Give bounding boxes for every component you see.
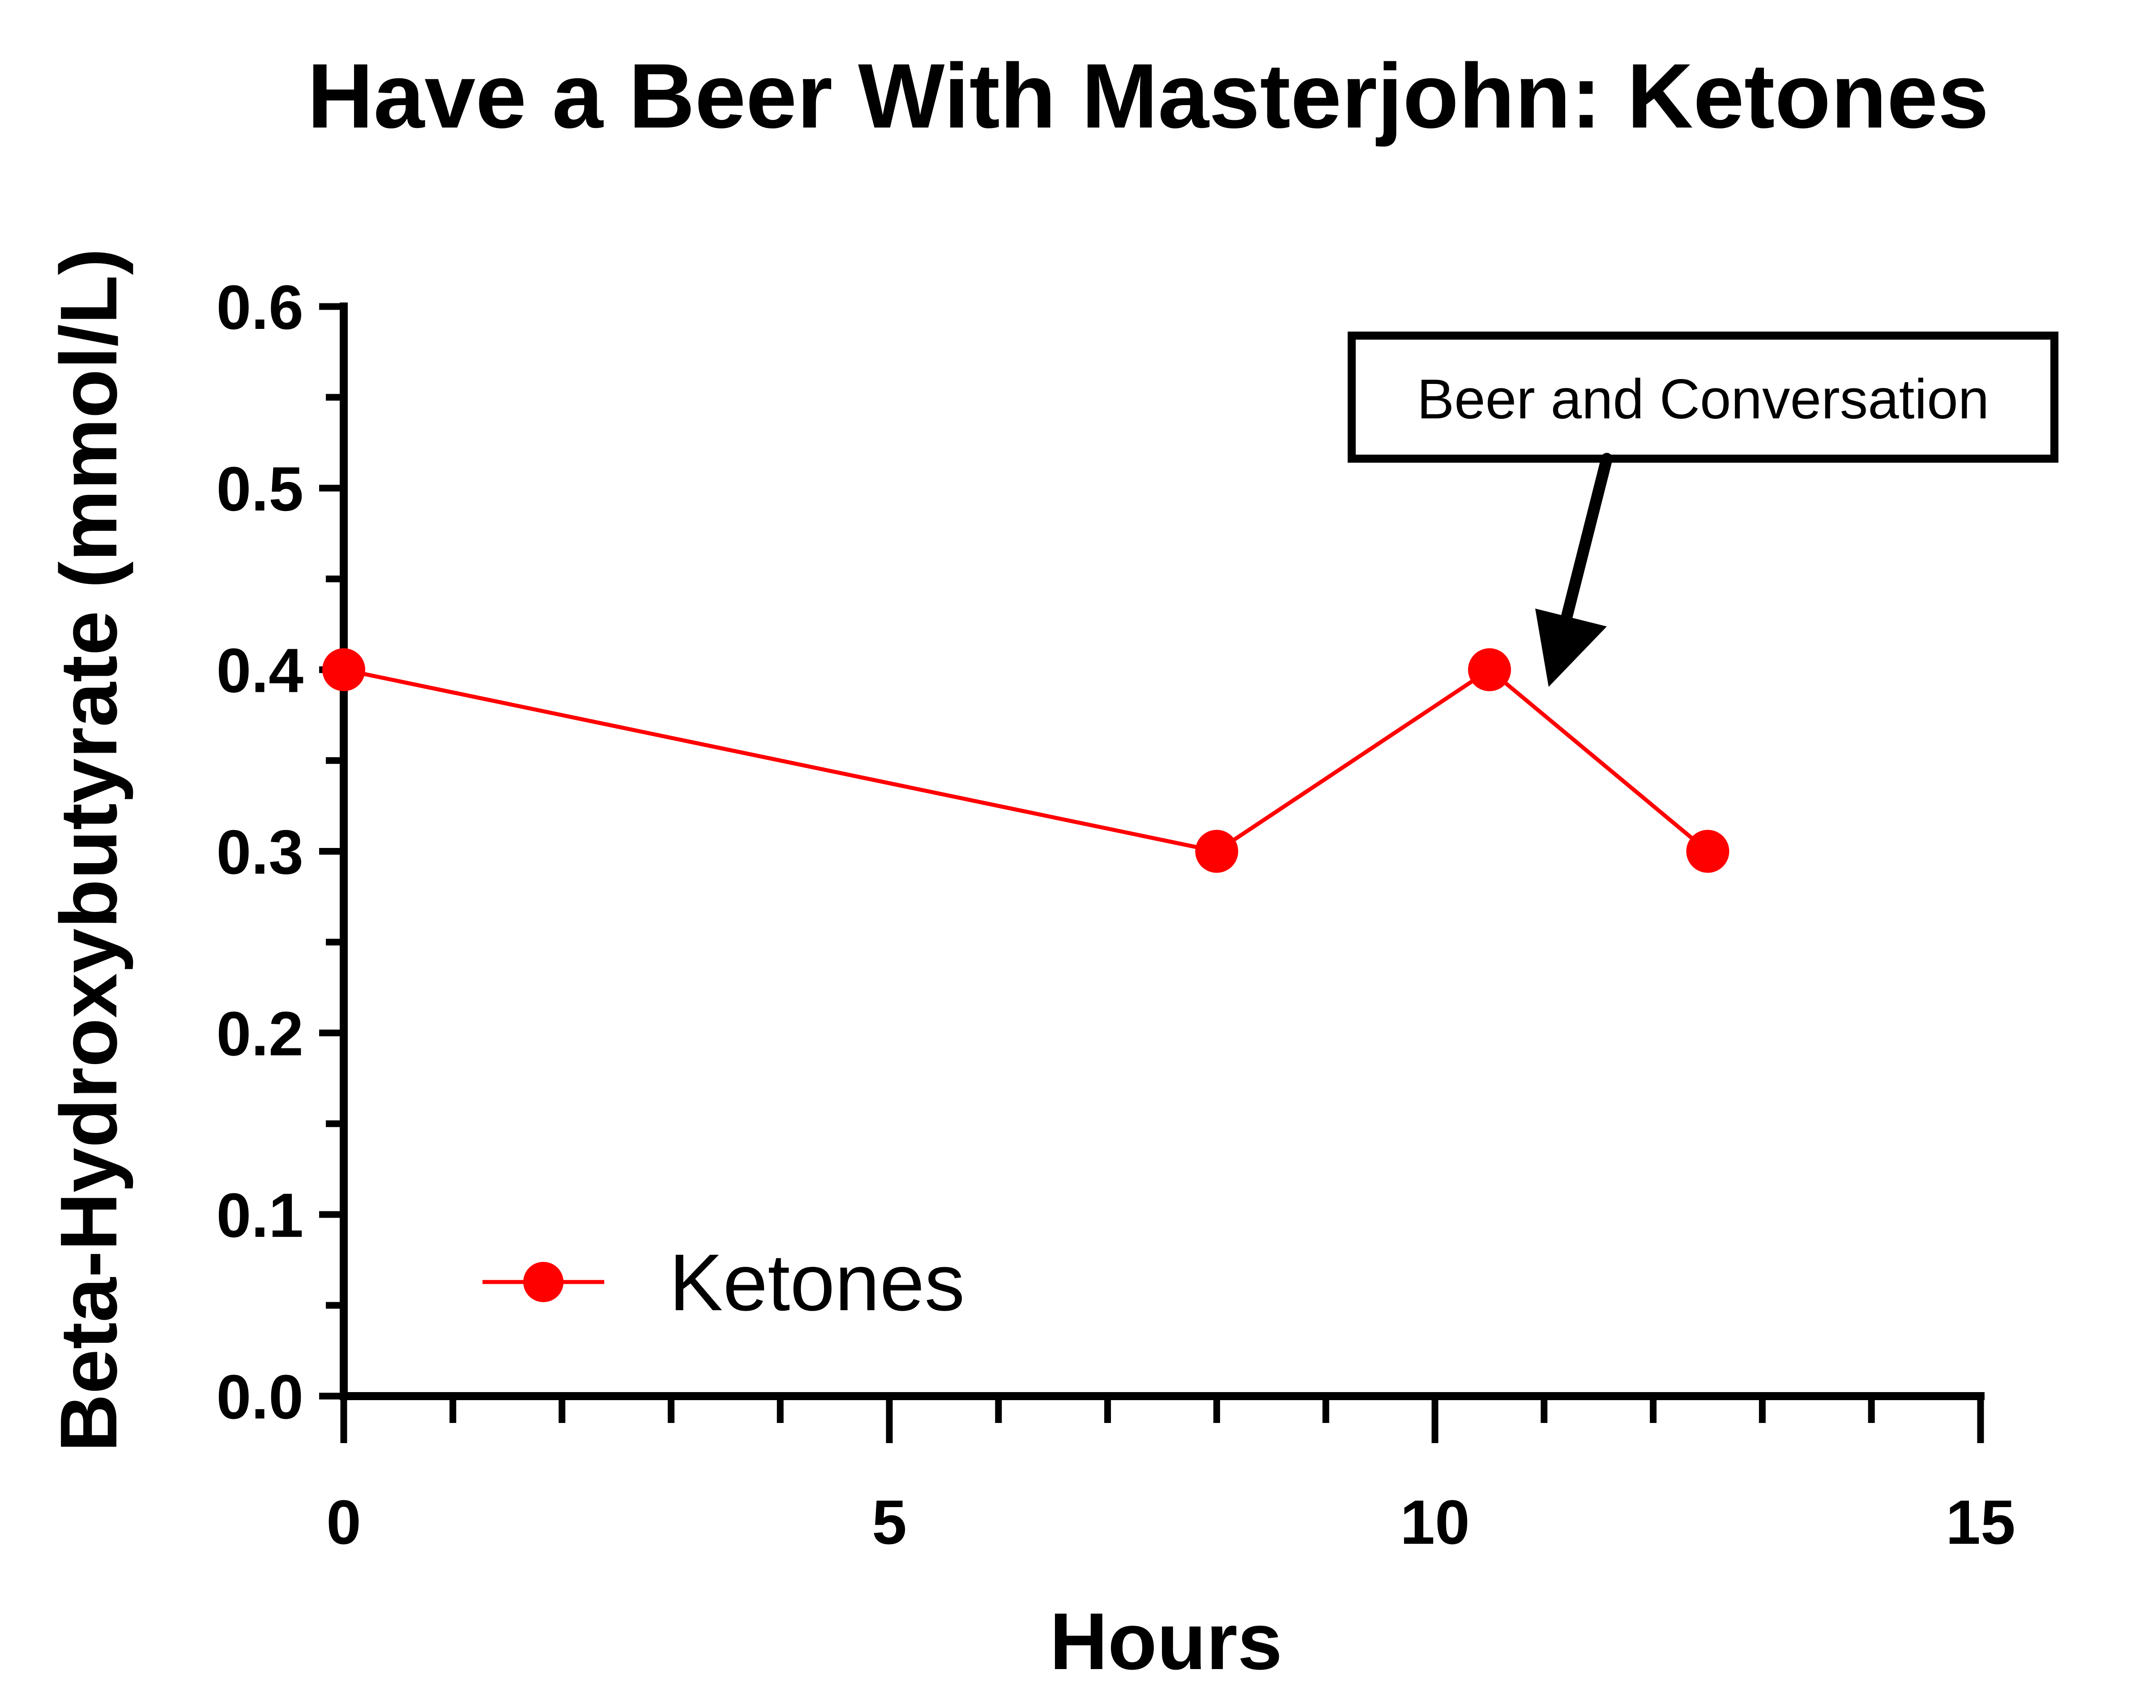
annotation-label: Beer and Conversation [1417,368,1989,430]
x-tick-label: 15 [1946,1487,2015,1557]
y-tick-label: 0.5 [216,454,303,524]
series-line [343,668,1709,853]
legend-marker [523,1262,564,1302]
y-tick-label: 0.6 [216,272,303,342]
annotation-box [1348,332,2058,463]
data-point [1686,830,1729,873]
legend-label-ketones: Ketones [669,1238,965,1328]
y-axis-label: Beta-Hydroxybutyrate (mmol/L) [44,248,134,1452]
data-point [1468,648,1511,691]
y-tick-label: 0.1 [216,1180,303,1250]
x-tick-label: 0 [326,1487,361,1557]
x-tick-label: 10 [1400,1487,1470,1557]
axes [340,302,1985,1400]
y-tick-label: 0.4 [216,635,303,706]
y-tick-label: 0.0 [216,1362,303,1432]
chart-title: Have a Beer With Masterjohn: Ketones [307,45,1989,147]
series-group [322,648,1729,873]
data-point [1195,830,1238,873]
data-point [322,648,365,691]
annotation-arrow-head [1535,609,1607,687]
x-axis-label: Hours [1050,1597,1282,1687]
legend: Ketones [482,1238,965,1328]
x-ticks: 0 5 10 15 [326,1396,2015,1557]
y-ticks: 0.0 0.1 0.2 0.3 0.4 0.5 0.6 [216,272,344,1432]
x-tick-label: 5 [872,1487,907,1557]
y-tick-label: 0.3 [216,817,303,887]
annotation-arrow-shaft [1558,453,1613,632]
y-tick-label: 0.2 [216,998,303,1069]
annotation: Beer and Conversation [1348,332,2058,687]
